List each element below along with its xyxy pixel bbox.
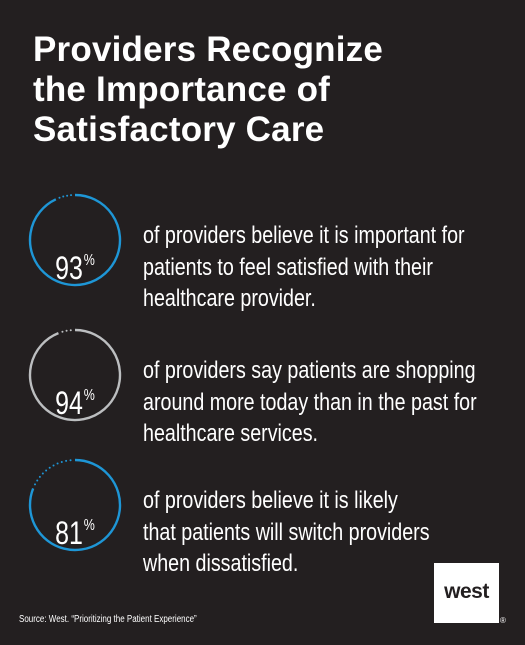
donut-remainder-dot	[61, 330, 64, 333]
page-title: Providers Recognize the Importance of Sa…	[33, 30, 493, 150]
donut-remainder-dot	[66, 194, 69, 197]
donut-remainder-dot	[62, 195, 65, 198]
donut-remainder-dot	[69, 329, 72, 332]
stat-description: of providers say patients are shopping a…	[143, 355, 504, 450]
donut-arc	[28, 328, 122, 422]
donut-remainder-dot	[70, 194, 73, 197]
donut-remainder-dot	[38, 475, 41, 478]
donut-remainder-dot	[65, 459, 68, 462]
donut-remainder-dot	[48, 466, 51, 469]
stat-percentage: 94%	[36, 376, 114, 423]
west-logo: west	[434, 563, 499, 623]
donut-remainder-dot	[34, 483, 37, 486]
description-line: of providers believe it is important for	[143, 222, 465, 249]
donut-arc	[28, 193, 122, 287]
source-note: Source: West. “Prioritizing the Patient …	[19, 614, 197, 625]
percent-sign: %	[83, 252, 95, 269]
donut-remainder-dot	[65, 329, 68, 332]
description-line: healthcare services.	[143, 420, 319, 447]
title-line: the Importance of	[33, 70, 331, 109]
donut-remainder-dot	[58, 196, 61, 199]
description-line: when dissatisfied.	[143, 550, 299, 577]
donut-ring	[28, 328, 122, 422]
stat-value: 81	[55, 515, 83, 551]
donut-remainder-dot	[52, 464, 55, 467]
donut-remainder-dot	[60, 460, 63, 463]
donut-remainder-dot	[69, 459, 72, 462]
stat-81: 81% of providers believe it is likely th…	[0, 455, 525, 585]
description-line: around more today than in the past for	[143, 388, 477, 416]
stat-percentage: 81%	[36, 506, 114, 553]
description-line: of providers believe it is likely	[143, 487, 398, 514]
stat-value: 94	[55, 385, 83, 421]
logo-wordmark: west	[444, 580, 489, 603]
donut-remainder-dot	[41, 472, 44, 475]
donut-arc	[28, 458, 122, 552]
percent-sign: %	[83, 517, 95, 534]
stat-description: of providers believe it is likely that p…	[143, 485, 504, 580]
stat-93: 93% of providers believe it is important…	[0, 190, 525, 320]
description-line: of providers say patients are shopping	[143, 357, 476, 384]
title-line: Providers Recognize	[33, 30, 384, 69]
stat-value: 93	[55, 250, 83, 286]
title-line: Satisfactory Care	[33, 110, 325, 149]
registered-mark: ®	[500, 616, 506, 625]
stat-description: of providers believe it is important for…	[143, 220, 504, 315]
percent-sign: %	[83, 387, 95, 404]
donut-ring	[28, 458, 122, 552]
stat-percentage: 93%	[36, 241, 114, 288]
description-line: that patients will switch providers	[143, 518, 430, 546]
donut-remainder-dot	[56, 462, 59, 465]
description-line: patients to feel satisfied with their	[143, 253, 433, 281]
stat-94: 94% of providers say patients are shoppi…	[0, 325, 525, 455]
donut-remainder-dot	[36, 479, 39, 482]
description-line: healthcare provider.	[143, 285, 316, 312]
donut-remainder-dot	[45, 469, 48, 472]
donut-ring	[28, 193, 122, 287]
